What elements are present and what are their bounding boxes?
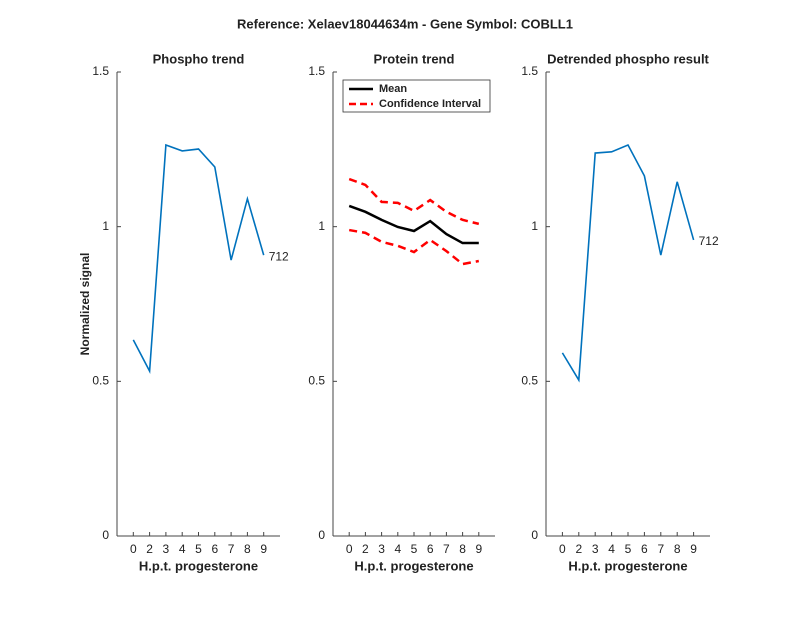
x-tick-label: 8 [244, 542, 251, 556]
y-tick-label: 0 [102, 528, 109, 542]
x-tick-label: 4 [394, 542, 401, 556]
series-line [348, 228, 480, 266]
x-tick-label: 0 [346, 542, 353, 556]
y-tick-label: 1.5 [92, 64, 109, 78]
x-tick-label: 5 [625, 542, 632, 556]
x-tick-label: 9 [260, 542, 267, 556]
y-tick-label: 1.5 [308, 64, 325, 78]
x-label: H.p.t. progesterone [139, 558, 258, 573]
x-tick-label: 2 [146, 542, 153, 556]
x-tick-label: 0 [559, 542, 566, 556]
x-tick-label: 6 [427, 542, 434, 556]
x-tick-label: 6 [641, 542, 648, 556]
y-tick-label: 1 [318, 219, 325, 233]
axes-title: Protein trend [374, 51, 455, 66]
legend-label: Confidence Interval [379, 98, 481, 110]
x-tick-label: 2 [362, 542, 369, 556]
x-label: H.p.t. progesterone [354, 558, 473, 573]
x-tick-label: 5 [411, 542, 418, 556]
series-line [561, 143, 695, 383]
x-tick-label: 6 [211, 542, 218, 556]
x-tick-label: 8 [674, 542, 681, 556]
x-tick-label: 3 [378, 542, 385, 556]
legend-label: Mean [379, 83, 407, 95]
axes-title: Phospho trend [153, 51, 245, 66]
y-tick-label: 0.5 [308, 374, 325, 388]
axes-title: Detrended phospho result [547, 51, 709, 66]
x-tick-label: 0 [130, 542, 137, 556]
series-line [348, 204, 479, 245]
x-tick-label: 5 [195, 542, 202, 556]
y-tick-label: 1.5 [521, 64, 538, 78]
x-tick-label: 9 [690, 542, 697, 556]
legend-box [342, 79, 491, 113]
figure-title: Reference: Xelaev18044634m - Gene Symbol… [237, 16, 573, 31]
x-tick-label: 8 [459, 542, 466, 556]
y-tick-label: 1 [102, 219, 109, 233]
x-tick-label: 7 [443, 542, 450, 556]
x-tick-label: 4 [608, 542, 615, 556]
series-line [348, 177, 480, 226]
x-tick-label: 7 [657, 542, 664, 556]
y-tick-label: 0.5 [521, 374, 538, 388]
end-label: 712 [269, 249, 289, 263]
y-tick-label: 0 [531, 528, 538, 542]
series-line [132, 143, 265, 374]
x-tick-label: 3 [592, 542, 599, 556]
x-tick-label: 9 [475, 542, 482, 556]
y-tick-label: 0 [318, 528, 325, 542]
y-tick-label: 1 [531, 219, 538, 233]
x-label: H.p.t. progesterone [568, 558, 687, 573]
y-label: Normalized signal [78, 253, 92, 356]
y-tick-label: 0.5 [92, 374, 109, 388]
x-tick-label: 7 [228, 542, 235, 556]
x-tick-label: 4 [179, 542, 186, 556]
x-tick-label: 2 [575, 542, 582, 556]
x-tick-label: 3 [163, 542, 170, 556]
end-label: 712 [699, 234, 719, 248]
